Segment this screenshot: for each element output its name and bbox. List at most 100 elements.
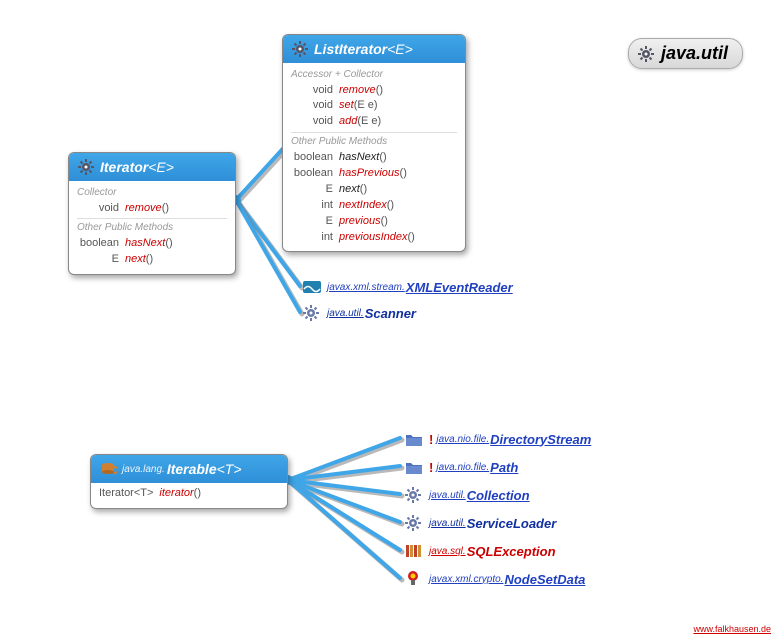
section-label: Collector (77, 184, 227, 201)
class-body: Accessor + Collectorvoidremove ()voidset… (283, 63, 465, 251)
class-ref[interactable]: java.util.Collection (404, 486, 530, 504)
class-header: ListIterator <E> (283, 35, 465, 63)
method-name: previous (339, 214, 381, 230)
method-row: booleanhasNext () (77, 236, 227, 252)
ref-pkg: java.util. (429, 518, 466, 529)
class-header: java.lang. Iterable <T> (91, 455, 287, 483)
gear-icon (77, 158, 95, 176)
folder-icon (404, 430, 424, 448)
method-row: booleanhasPrevious () (291, 166, 457, 182)
bars-icon (404, 542, 424, 560)
return-type: E (291, 182, 339, 198)
gear-icon (302, 304, 322, 322)
class-title: Iterable (167, 461, 217, 477)
gear-icon (291, 40, 309, 58)
method-args: () (162, 201, 169, 217)
method-args: (E e) (357, 114, 381, 130)
folder-icon (404, 458, 424, 476)
class-ref[interactable]: java.sql.SQLException (404, 542, 556, 560)
method-name: iterator (159, 486, 193, 502)
return-type: E (291, 214, 339, 230)
class-box-iterator: Iterator <E> Collectorvoidremove ()Other… (68, 152, 236, 275)
ref-pkg: java.util. (429, 490, 466, 501)
footer-link[interactable]: www.falkhausen.de (693, 624, 771, 634)
method-row: voidremove () (77, 201, 227, 217)
method-args: () (408, 230, 415, 246)
type-param: <E> (387, 41, 413, 57)
class-box-listiterator: ListIterator <E> Accessor + Collectorvoi… (282, 34, 466, 252)
ref-class: ServiceLoader (467, 516, 557, 531)
ref-class: Scanner (365, 306, 416, 321)
method-row: Enext () (77, 252, 227, 268)
method-args: () (376, 83, 383, 99)
method-row: voidadd (E e) (291, 114, 457, 130)
class-ref[interactable]: java.util.Scanner (302, 304, 416, 322)
section-label: Other Public Methods (77, 218, 227, 236)
return-type: boolean (291, 166, 339, 182)
type-param: <T> (217, 461, 242, 477)
bang-icon: ! (429, 432, 433, 447)
method-args: () (165, 236, 172, 252)
method-row: intpreviousIndex () (291, 230, 457, 246)
method-args: () (194, 486, 201, 502)
class-body: Iterator<T> iterator () (91, 483, 287, 508)
method-name: next (339, 182, 360, 198)
method-name: add (339, 114, 357, 130)
method-args: () (381, 214, 388, 230)
return-type: void (291, 83, 339, 99)
return-type: int (291, 198, 339, 214)
method-name: remove (339, 83, 376, 99)
method-name: hasNext (125, 236, 165, 252)
ref-pkg: java.util. (327, 308, 364, 319)
method-args: () (400, 166, 407, 182)
method-row: Enext () (291, 182, 457, 198)
class-ref[interactable]: javax.xml.crypto.NodeSetData (404, 570, 585, 588)
class-ref[interactable]: !java.nio.file.Path (404, 458, 518, 476)
method-row: voidremove () (291, 83, 457, 99)
ref-pkg: javax.xml.stream. (327, 282, 405, 293)
return-type: Iterator<T> (99, 486, 159, 502)
class-title: ListIterator (314, 41, 387, 57)
class-pkg: java.lang. (122, 464, 165, 475)
ref-class: XMLEventReader (406, 280, 513, 295)
section-label: Other Public Methods (291, 132, 457, 150)
method-args: () (146, 252, 153, 268)
return-type: void (291, 114, 339, 130)
method-name: hasNext (339, 150, 379, 166)
ref-class: NodeSetData (504, 572, 585, 587)
cup-icon (99, 460, 117, 478)
return-type: void (291, 98, 339, 114)
return-type: void (77, 201, 125, 217)
gear-icon (404, 514, 424, 532)
method-row: intnextIndex () (291, 198, 457, 214)
ref-class: Path (490, 460, 518, 475)
bang-icon: ! (429, 460, 433, 475)
class-title: Iterator (100, 159, 148, 175)
class-ref[interactable]: !java.nio.file.DirectoryStream (404, 430, 591, 448)
ref-pkg: java.sql. (429, 546, 466, 557)
method-name: nextIndex (339, 198, 387, 214)
method-name: remove (125, 201, 162, 217)
bulb-icon (404, 570, 424, 588)
class-header: Iterator <E> (69, 153, 235, 181)
class-ref[interactable]: javax.xml.stream.XMLEventReader (302, 278, 513, 296)
method-args: (E e) (354, 98, 378, 114)
ref-class: DirectoryStream (490, 432, 591, 447)
method-name: next (125, 252, 146, 268)
class-body: Collectorvoidremove ()Other Public Metho… (69, 181, 235, 274)
return-type: boolean (291, 150, 339, 166)
return-type: int (291, 230, 339, 246)
type-param: <E> (148, 159, 174, 175)
ref-pkg: javax.xml.crypto. (429, 574, 503, 585)
ref-pkg: java.nio.file. (436, 434, 489, 445)
ref-class: Collection (467, 488, 530, 503)
method-row: voidset (E e) (291, 98, 457, 114)
method-name: set (339, 98, 354, 114)
method-name: hasPrevious (339, 166, 400, 182)
class-ref[interactable]: java.util.ServiceLoader (404, 514, 556, 532)
method-row: booleanhasNext () (291, 150, 457, 166)
return-type: E (77, 252, 125, 268)
method-row: Eprevious () (291, 214, 457, 230)
class-box-iterable: java.lang. Iterable <T> Iterator<T> iter… (90, 454, 288, 509)
return-type: boolean (77, 236, 125, 252)
